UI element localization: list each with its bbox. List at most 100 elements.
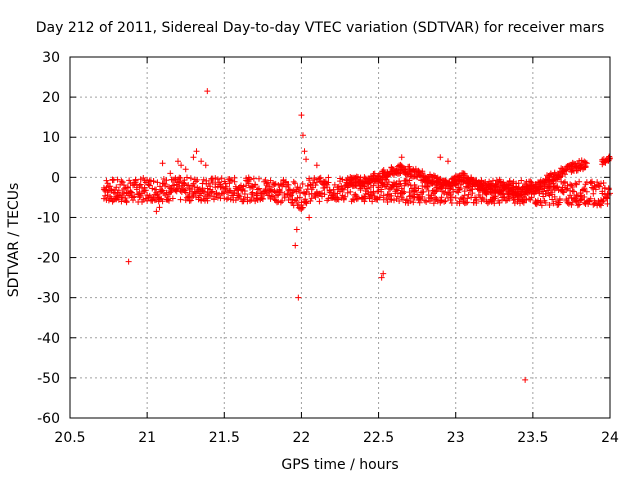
data-point (322, 180, 329, 187)
data-point (277, 189, 284, 196)
data-point (500, 191, 507, 198)
outlier-point (303, 156, 310, 163)
data-point (107, 183, 114, 190)
data-point (421, 197, 428, 204)
data-point (576, 158, 583, 165)
data-point (556, 195, 563, 202)
data-point (240, 183, 247, 190)
data-point (556, 174, 563, 181)
data-point (122, 195, 129, 202)
data-point (438, 184, 445, 191)
data-point (581, 194, 588, 201)
data-point (410, 193, 417, 200)
data-point (432, 196, 439, 203)
outlier-point (190, 154, 197, 161)
data-point (380, 192, 387, 199)
data-point (263, 180, 270, 187)
data-point (491, 200, 498, 207)
data-point (392, 190, 399, 197)
data-point (370, 182, 377, 189)
data-point (573, 181, 580, 188)
data-point (212, 184, 219, 191)
data-point (538, 202, 545, 209)
data-point (191, 188, 198, 195)
data-point (194, 176, 201, 183)
data-point (364, 185, 370, 192)
data-point (270, 182, 277, 189)
data-point (306, 191, 313, 198)
data-point (419, 193, 426, 200)
data-point (371, 170, 378, 177)
data-point (256, 185, 262, 192)
data-point (355, 195, 361, 202)
data-point (567, 181, 574, 188)
data-point (407, 192, 414, 199)
data-point (496, 199, 503, 206)
data-point (396, 198, 403, 205)
data-point (146, 192, 153, 199)
data-point (415, 185, 422, 192)
data-point (441, 190, 448, 197)
data-point (103, 177, 110, 184)
data-point (450, 186, 457, 193)
data-point (216, 191, 223, 198)
data-point (376, 194, 383, 201)
axis-ticks: 20.5 21 21.5 22 22.5 23 23.5 24 30 20 10 0 -10 -20 -30… (37, 50, 619, 446)
y-tick-label: 0 (51, 170, 60, 186)
data-point (171, 182, 178, 189)
data-point (563, 196, 570, 203)
data-point (271, 181, 278, 188)
data-point (235, 192, 242, 199)
outlier-point (298, 112, 305, 119)
data-point (254, 186, 261, 193)
data-point (599, 198, 606, 205)
data-point (447, 197, 454, 204)
data-point (150, 178, 157, 185)
grid-lines (70, 57, 610, 418)
outlier-point (437, 154, 444, 161)
data-point (562, 178, 568, 185)
data-point (604, 200, 611, 207)
data-point (144, 192, 151, 199)
data-point (448, 199, 455, 206)
data-point (141, 184, 148, 191)
data-point (137, 176, 144, 183)
data-point (131, 193, 138, 200)
data-point (293, 188, 300, 195)
data-point (252, 181, 259, 188)
data-point (477, 194, 484, 201)
data-point (137, 181, 144, 188)
data-point (267, 187, 274, 194)
outlier-point (301, 148, 308, 155)
outlier-point (380, 270, 387, 277)
data-point (285, 196, 292, 203)
data-point (177, 196, 184, 203)
data-point (563, 186, 570, 193)
data-point (299, 204, 306, 211)
data-point (252, 198, 259, 205)
data-point (400, 190, 406, 197)
data-point (599, 190, 606, 197)
data-point (262, 185, 269, 192)
data-point (272, 180, 279, 187)
y-tick-label: 20 (42, 90, 60, 106)
data-point (166, 197, 172, 204)
data-point (475, 179, 482, 186)
data-point (369, 198, 376, 205)
data-point (200, 176, 207, 183)
data-point (294, 184, 301, 191)
outlier-point (125, 258, 132, 265)
data-point (324, 184, 331, 191)
data-point (598, 202, 604, 209)
data-point (130, 182, 136, 189)
data-point (600, 179, 607, 186)
data-point (303, 200, 310, 207)
data-point (279, 181, 286, 188)
data-point (157, 183, 163, 190)
outlier-point (178, 162, 185, 169)
data-point (288, 192, 295, 199)
data-point (590, 190, 597, 197)
data-point (546, 192, 553, 199)
x-tick-label: 22.5 (363, 430, 394, 446)
